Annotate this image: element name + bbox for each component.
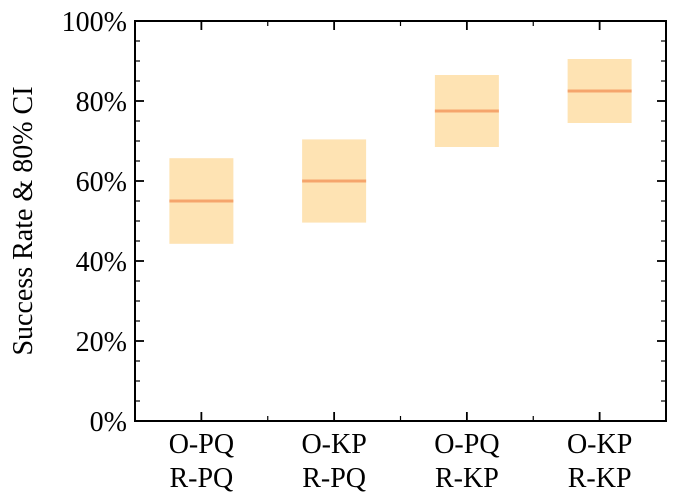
y-tick-label: 100%: [62, 7, 127, 38]
x-tick-label: R-PQ: [302, 463, 366, 494]
x-tick-label: O-PQ: [434, 429, 499, 460]
y-tick-label: 60%: [76, 167, 127, 198]
x-tick-label: R-KP: [435, 463, 499, 494]
x-tick-label: R-PQ: [169, 463, 233, 494]
y-axis-title: Success Rate & 80% CI: [8, 86, 39, 355]
x-tick-label: O-PQ: [169, 429, 234, 460]
y-tick-label: 20%: [76, 327, 127, 358]
x-tick-label: O-KP: [301, 429, 366, 460]
boxes-layer: [169, 59, 632, 244]
y-tick-label: 40%: [76, 247, 127, 278]
x-tick-label: O-KP: [567, 429, 632, 460]
ticks-layer: [135, 20, 666, 422]
y-tick-label: 80%: [76, 87, 127, 118]
x-tick-label: R-KP: [568, 463, 632, 494]
labels-layer: 0%20%40%60%80%100%O-PQR-PQO-KPR-PQO-PQR-…: [62, 7, 633, 494]
y-tick-label: 0%: [90, 407, 127, 438]
